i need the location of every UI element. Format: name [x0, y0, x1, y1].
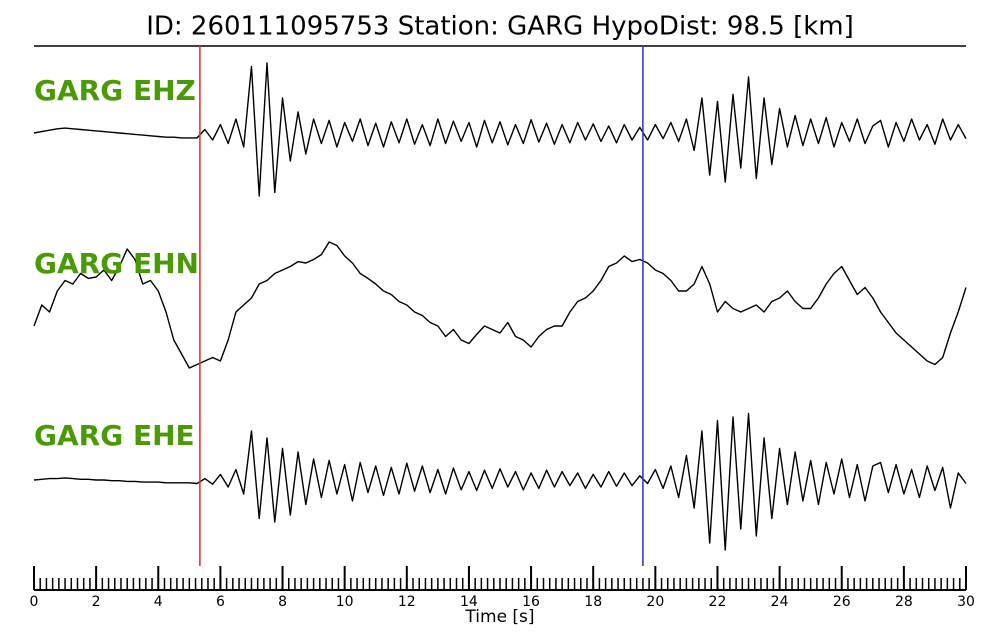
trace — [33, 412, 967, 551]
x-tick-label: 24 — [771, 594, 789, 610]
x-tick-label: 4 — [154, 594, 163, 610]
chart-title: ID: 260111095753 Station: GARG HypoDist:… — [146, 12, 854, 42]
x-tick-label: 14 — [460, 594, 478, 610]
x-tick-label: 28 — [895, 594, 913, 610]
x-tick-label: 20 — [646, 594, 664, 610]
x-tick-label: 0 — [30, 594, 39, 610]
trace — [33, 241, 967, 369]
trace-label: GARG EHN — [34, 247, 199, 280]
x-tick-label: 30 — [957, 594, 975, 610]
x-tick-label: 10 — [336, 594, 354, 610]
x-axis-label: Time [s] — [464, 607, 534, 627]
x-tick-label: 16 — [522, 594, 540, 610]
x-tick-label: 22 — [709, 594, 727, 610]
trace-label: GARG EHE — [34, 419, 195, 452]
trace — [33, 62, 967, 197]
x-tick-label: 2 — [92, 594, 101, 610]
x-tick-label: 6 — [216, 594, 225, 610]
x-tick-label: 18 — [584, 594, 602, 610]
x-tick-label: 26 — [833, 594, 851, 610]
x-tick-label: 12 — [398, 594, 416, 610]
trace-label: GARG EHZ — [34, 74, 196, 107]
x-tick-label: 8 — [278, 594, 287, 610]
